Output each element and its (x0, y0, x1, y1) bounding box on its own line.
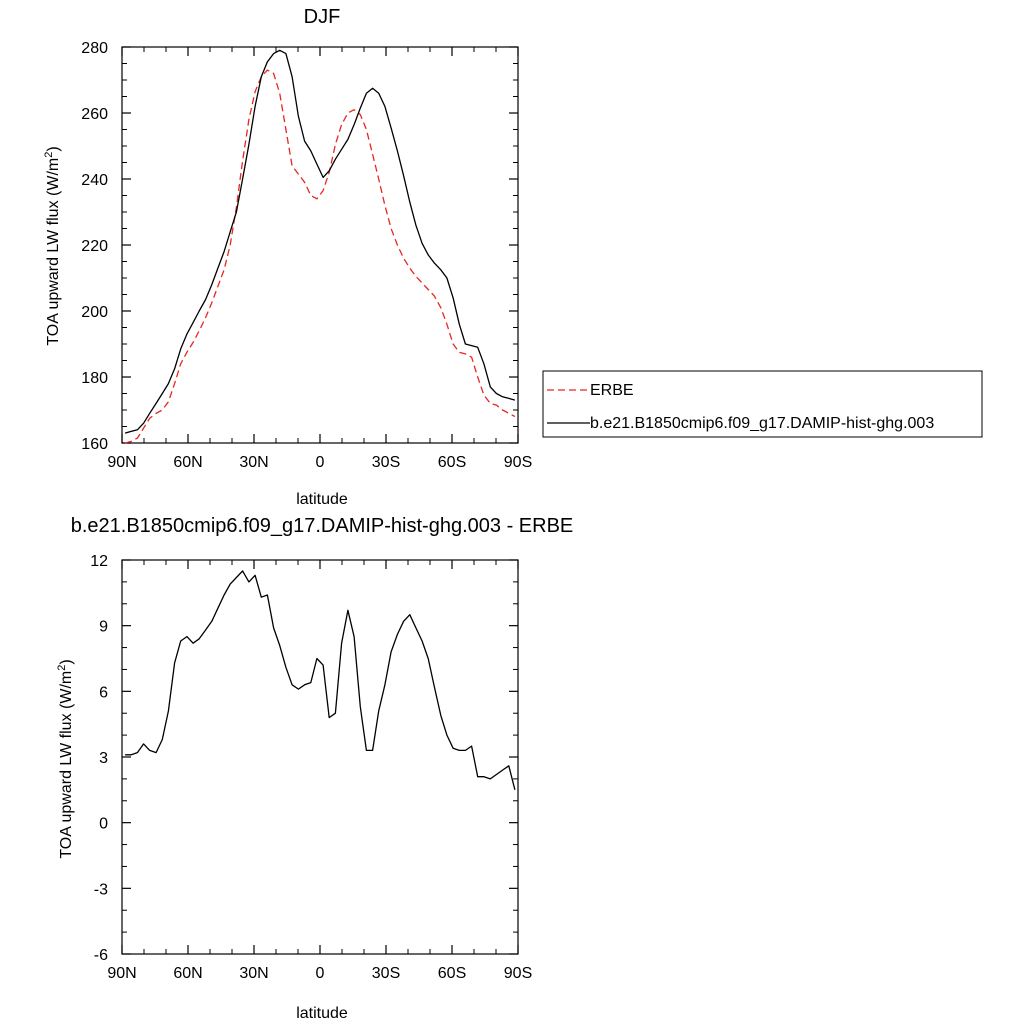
top-xtick-label: 30N (239, 454, 268, 471)
top-series-erbe-line (124, 69, 516, 444)
bottom-xtick-label: 90N (107, 965, 136, 982)
bottom-ylabel-close: ) (58, 659, 75, 664)
panel-bottom: b.e21.B1850cmip6.f09_g17.DAMIP-hist-ghg.… (56, 515, 573, 1022)
bottom-xlabel: latitude (296, 1005, 348, 1022)
top-ytick-label: 260 (81, 106, 108, 123)
bottom-ylabel: TOA upward LW flux (W/m2) (56, 659, 75, 858)
bottom-xtick-label: 90S (504, 965, 532, 982)
top-ytick-label: 280 (81, 40, 108, 57)
top-axes: 90N 60N 30N 0 30S 60S 90S 160 180 200 220 240 260 280 (81, 40, 532, 471)
top-ytick-label: 240 (81, 172, 108, 189)
panel-top: DJF TOA upward LW flux (W/m2) 90N 60N 30N 0… (43, 6, 983, 508)
svg-text:TOA upward LW flux (W/m2): TOA upward LW flux (W/m2) (56, 659, 75, 858)
top-ylabel: TOA upward LW flux (W/m2) (43, 146, 62, 345)
bottom-ytick-label: 6 (99, 684, 108, 701)
bottom-xtick-label: 0 (316, 965, 325, 982)
top-xtick-label: 60N (173, 454, 202, 471)
top-plot-frame (121, 46, 519, 444)
bottom-plot-frame (121, 559, 519, 955)
bottom-axes: 90N 60N 30N 0 30S 60S 90S -6 -3 0 3 6 9 12 (90, 553, 532, 982)
bottom-ylabel-sup: 2 (56, 665, 68, 671)
bottom-ytick-label: -3 (94, 881, 108, 898)
legend-label-model: b.e21.B1850cmip6.f09_g17.DAMIP-hist-ghg.… (590, 415, 934, 432)
bottom-xtick-label: 60S (438, 965, 466, 982)
top-ytick-label: 220 (81, 238, 108, 255)
bottom-ytick-label: -6 (94, 947, 108, 964)
top-ylabel-text: TOA upward LW flux (W/m (45, 158, 62, 346)
bottom-title: b.e21.B1850cmip6.f09_g17.DAMIP-hist-ghg.… (71, 515, 574, 537)
top-xtick-label: 60S (438, 454, 466, 471)
bottom-ytick-label: 12 (90, 553, 108, 570)
bottom-plot-lines (125, 570, 516, 790)
top-xtick-label: 90S (504, 454, 532, 471)
top-ytick-label: 200 (81, 304, 108, 321)
bottom-ylabel-text: TOA upward LW flux (W/m (58, 671, 75, 859)
svg-text:TOA upward LW flux (W/m2): TOA upward LW flux (W/m2) (43, 146, 62, 345)
legend: ERBE b.e21.B1850cmip6.f09_g17.DAMIP-hist… (542, 370, 983, 438)
top-xtick-label: 30S (372, 454, 400, 471)
top-title: DJF (304, 6, 341, 28)
bottom-xtick-label: 30S (372, 965, 400, 982)
bottom-xtick-label: 60N (173, 965, 202, 982)
top-xtick-label: 90N (107, 454, 136, 471)
bottom-ytick-label: 0 (99, 816, 108, 833)
bottom-ytick-label: 3 (99, 750, 108, 767)
top-ylabel-close: ) (45, 146, 62, 151)
bottom-xtick-label: 30N (239, 965, 268, 982)
top-series-model-line (124, 49, 516, 434)
top-ytick-label: 160 (81, 436, 108, 453)
legend-label-erbe: ERBE (590, 382, 634, 399)
top-ytick-label: 180 (81, 370, 108, 387)
top-xtick-label: 0 (316, 454, 325, 471)
top-xlabel: latitude (296, 491, 348, 508)
top-ylabel-sup: 2 (43, 152, 55, 158)
top-plot-lines (124, 49, 516, 444)
legend-box (542, 370, 983, 438)
bottom-ytick-label: 9 (99, 619, 108, 636)
bottom-series-difference-line (125, 570, 516, 790)
